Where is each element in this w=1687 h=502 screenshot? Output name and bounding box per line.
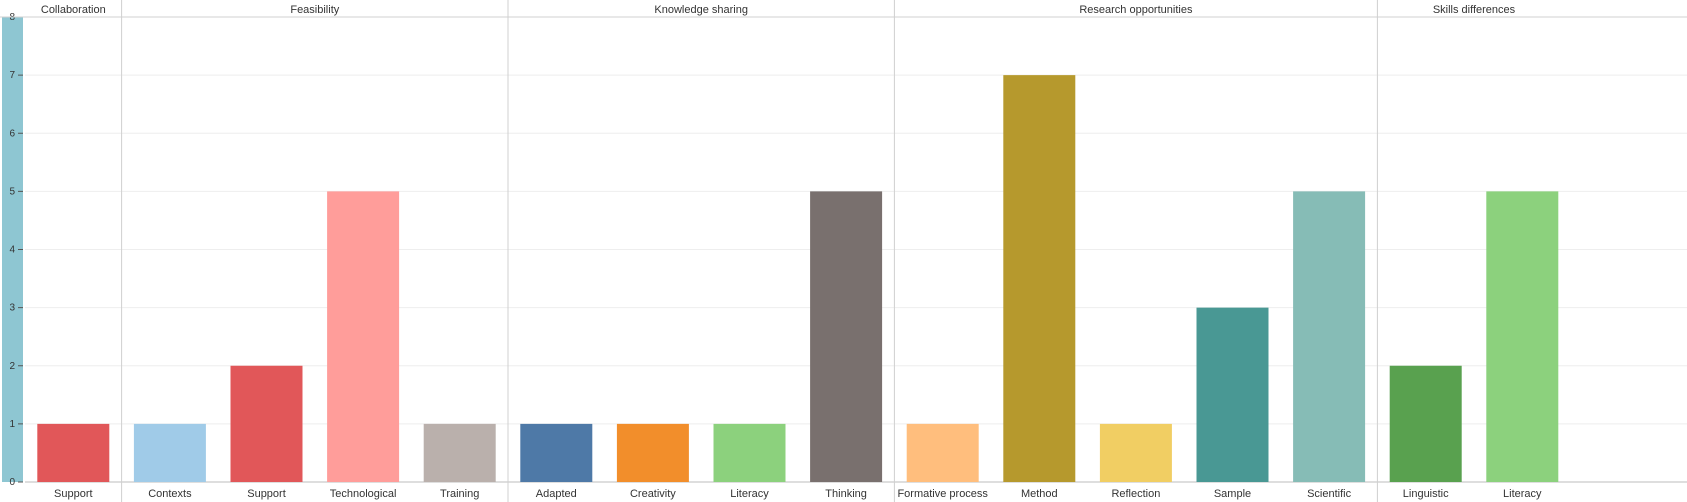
category-label: Linguistic bbox=[1403, 488, 1449, 500]
category-label: Method bbox=[1021, 488, 1058, 500]
category-label: Formative process bbox=[897, 488, 988, 500]
y-tick-label: 4 bbox=[9, 245, 15, 256]
category-label: Scientific bbox=[1307, 488, 1352, 500]
bar bbox=[906, 423, 979, 482]
bar bbox=[713, 423, 786, 482]
y-tick-label: 1 bbox=[9, 419, 15, 430]
y-tick-label: 7 bbox=[9, 70, 15, 81]
bar bbox=[37, 423, 110, 482]
bar bbox=[616, 423, 689, 482]
category-label: Support bbox=[54, 488, 93, 500]
bar bbox=[423, 423, 496, 482]
panel-header: Skills differences bbox=[1433, 4, 1516, 16]
y-tick-label: 3 bbox=[9, 303, 15, 314]
category-label: Literacy bbox=[730, 488, 769, 500]
bar bbox=[1293, 191, 1366, 482]
bar bbox=[520, 423, 593, 482]
bar bbox=[1196, 307, 1269, 482]
bar bbox=[1099, 423, 1172, 482]
category-label: Creativity bbox=[630, 488, 676, 500]
category-label: Adapted bbox=[536, 488, 577, 500]
panel-header: Research opportunities bbox=[1079, 4, 1193, 16]
category-label: Reflection bbox=[1111, 488, 1160, 500]
bar bbox=[327, 191, 400, 482]
y-tick-label: 0 bbox=[9, 477, 15, 488]
y-tick-label: 2 bbox=[9, 361, 15, 372]
y-tick-label: 5 bbox=[9, 186, 15, 197]
panel-header: Collaboration bbox=[41, 4, 106, 16]
y-tick-label: 6 bbox=[9, 128, 15, 139]
bar bbox=[1003, 75, 1076, 482]
y-axis-band bbox=[2, 17, 23, 482]
category-label: Support bbox=[247, 488, 286, 500]
panel-header: Feasibility bbox=[290, 4, 339, 16]
category-label: Thinking bbox=[825, 488, 867, 500]
bar bbox=[230, 365, 303, 482]
category-label: Sample bbox=[1214, 488, 1251, 500]
bar bbox=[810, 191, 883, 482]
category-label: Technological bbox=[330, 488, 397, 500]
category-label: Literacy bbox=[1503, 488, 1542, 500]
bar bbox=[133, 423, 206, 482]
category-label: Training bbox=[440, 488, 479, 500]
bar bbox=[1486, 191, 1559, 482]
bar bbox=[1389, 365, 1462, 482]
panel-header: Knowledge sharing bbox=[654, 4, 748, 16]
category-label: Contexts bbox=[148, 488, 192, 500]
